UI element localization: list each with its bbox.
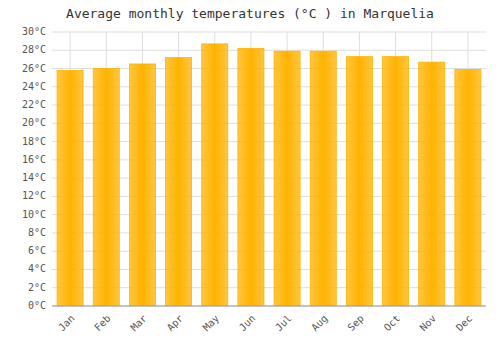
grid-line [52,306,486,307]
x-tick-label: May [201,313,222,334]
y-tick-label: 26°C [22,63,46,74]
bar [455,69,481,306]
x-axis-line [52,306,486,307]
bar [166,58,192,306]
bar [383,57,409,306]
y-tick-label: 20°C [22,117,46,128]
chart: 0°C 2°C 4°C 6°C 8°C 10°C 12°C 14°C 16°C 18°C 20°C 2… [0,0,500,350]
y-tick-label: 2°C [28,282,46,293]
x-tick-label: Oct [382,313,403,334]
y-tick-label: 22°C [22,99,46,110]
y-tick-label: 30°C [22,26,46,37]
y-tick-label: 10°C [22,209,46,220]
bar [310,51,336,306]
bar [419,62,445,306]
x-tick-label: Aug [309,313,330,334]
y-tick-label: 14°C [22,172,46,183]
x-tick-label: Jul [273,313,294,334]
x-tick-label: Jan [56,313,77,334]
bar [274,51,300,306]
x-tick-label: Nov [418,313,439,334]
y-tick-label: 28°C [22,44,46,55]
y-tick-label: 18°C [22,136,46,147]
bar [129,64,155,306]
x-tick-label: Apr [165,313,186,334]
y-tick-label: 8°C [28,227,46,238]
x-tick-label: Jun [237,313,258,334]
y-tick-label: 16°C [22,154,46,165]
title: Average monthly temperatures (°C ) in Ma… [66,6,434,21]
x-tick-label: Mar [128,313,149,334]
grid-line [52,50,486,51]
y-tick-label: 24°C [22,81,46,92]
bars [57,44,481,306]
y-tick-label: 0°C [28,300,46,311]
x-tick-label: Sep [345,313,366,334]
x-tick-label: Feb [92,313,113,334]
y-axis: 0°C 2°C 4°C 6°C 8°C 10°C 12°C 14°C 16°C 18°C 20°C 2… [22,26,46,311]
grid-line [52,32,486,33]
y-tick-label: 6°C [28,245,46,256]
bar [202,44,228,306]
y-tick-label: 12°C [22,190,46,201]
grid [52,32,486,306]
x-axis: Jan Feb Mar Apr May Jun Jul Aug Sep Oct Nov Dec [56,313,474,334]
y-tick-label: 4°C [28,263,46,274]
x-tick-label: Dec [454,313,475,334]
bar [346,57,372,306]
bar [57,70,83,306]
bar [93,69,119,306]
bar [238,48,264,306]
